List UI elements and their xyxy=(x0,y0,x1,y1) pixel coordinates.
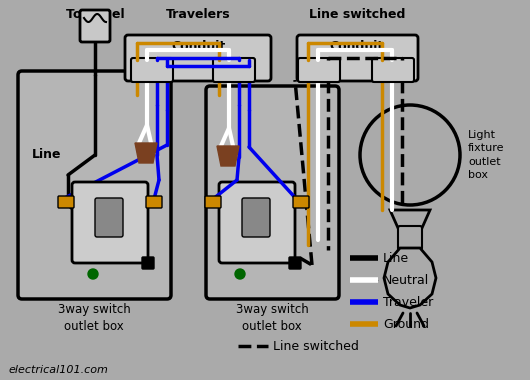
Text: Neutral: Neutral xyxy=(383,274,429,287)
FancyBboxPatch shape xyxy=(242,198,270,237)
FancyBboxPatch shape xyxy=(205,196,221,208)
Polygon shape xyxy=(390,210,430,228)
FancyBboxPatch shape xyxy=(289,257,301,269)
Text: Travelers: Travelers xyxy=(166,8,231,21)
Polygon shape xyxy=(217,146,239,166)
FancyBboxPatch shape xyxy=(142,257,154,269)
Text: Light
fixture
outlet
box: Light fixture outlet box xyxy=(468,130,505,180)
Circle shape xyxy=(360,105,460,205)
FancyBboxPatch shape xyxy=(297,35,418,81)
Text: Conduit: Conduit xyxy=(171,40,225,53)
FancyBboxPatch shape xyxy=(293,196,309,208)
Text: electrical101.com: electrical101.com xyxy=(8,365,108,375)
Circle shape xyxy=(235,269,245,279)
Text: Ground: Ground xyxy=(383,318,429,331)
FancyBboxPatch shape xyxy=(146,196,162,208)
Text: Line: Line xyxy=(383,252,409,264)
FancyBboxPatch shape xyxy=(372,58,414,82)
FancyBboxPatch shape xyxy=(80,10,110,42)
FancyBboxPatch shape xyxy=(219,182,295,263)
Text: Traveler: Traveler xyxy=(383,296,433,309)
FancyBboxPatch shape xyxy=(125,35,271,81)
Circle shape xyxy=(88,269,98,279)
FancyBboxPatch shape xyxy=(298,58,340,82)
Polygon shape xyxy=(384,248,436,308)
FancyBboxPatch shape xyxy=(131,58,173,82)
FancyBboxPatch shape xyxy=(72,182,148,263)
Text: To Panel: To Panel xyxy=(66,8,125,21)
Text: Line switched: Line switched xyxy=(309,8,405,21)
Text: Line switched: Line switched xyxy=(273,339,359,353)
Text: 3way switch
outlet box: 3way switch outlet box xyxy=(236,303,308,333)
FancyBboxPatch shape xyxy=(95,198,123,237)
FancyBboxPatch shape xyxy=(213,58,255,82)
FancyBboxPatch shape xyxy=(206,86,339,299)
Text: Line: Line xyxy=(32,149,61,162)
FancyBboxPatch shape xyxy=(398,226,422,250)
FancyBboxPatch shape xyxy=(58,196,74,208)
Polygon shape xyxy=(135,143,157,163)
Text: 3way switch
outlet box: 3way switch outlet box xyxy=(58,303,130,333)
Text: Conduit: Conduit xyxy=(330,40,384,53)
FancyBboxPatch shape xyxy=(18,71,171,299)
